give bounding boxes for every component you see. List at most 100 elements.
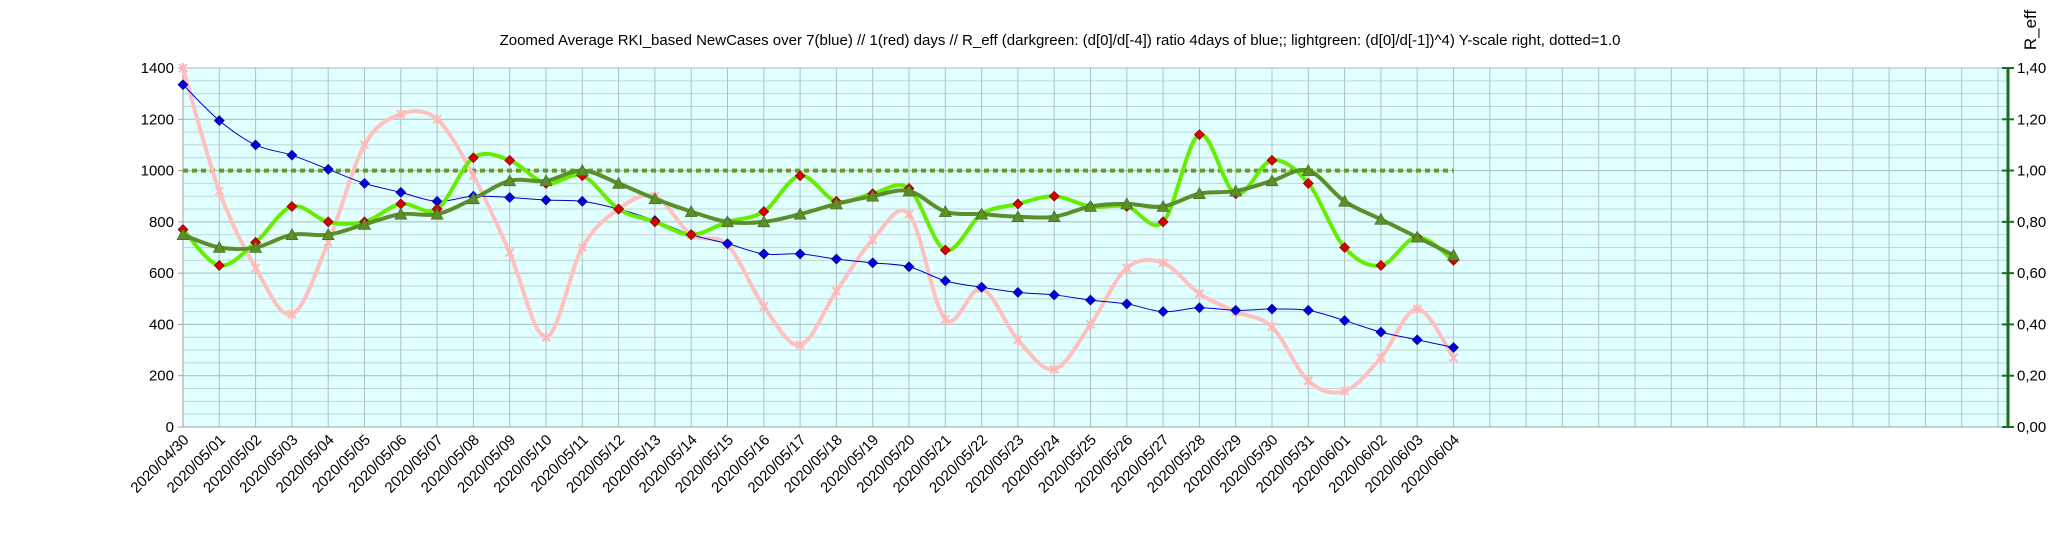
left-tick-label: 1000 bbox=[141, 163, 174, 180]
data-point bbox=[649, 216, 661, 228]
data-point bbox=[1339, 315, 1351, 327]
data-point bbox=[795, 339, 805, 350]
data-point bbox=[867, 234, 878, 245]
data-point bbox=[1374, 212, 1388, 225]
series-layer bbox=[176, 63, 1461, 397]
data-point bbox=[866, 189, 880, 202]
data-point bbox=[176, 228, 190, 240]
data-point bbox=[395, 186, 407, 198]
data-point bbox=[468, 170, 479, 181]
data-point bbox=[467, 152, 479, 164]
data-point bbox=[831, 286, 842, 297]
left-tick-label: 400 bbox=[149, 316, 174, 333]
data-point bbox=[1303, 375, 1314, 386]
data-point bbox=[902, 184, 916, 197]
data-point bbox=[213, 115, 225, 126]
data-point bbox=[214, 186, 225, 197]
data-point bbox=[685, 229, 697, 241]
data-point bbox=[793, 207, 807, 220]
data-point bbox=[1448, 352, 1459, 363]
data-point bbox=[1266, 154, 1278, 166]
data-point bbox=[975, 207, 989, 220]
data-point bbox=[1338, 194, 1352, 207]
data-point bbox=[903, 261, 915, 273]
data-point bbox=[357, 217, 372, 230]
data-point bbox=[1410, 230, 1424, 243]
data-point bbox=[613, 203, 625, 215]
data-point bbox=[1048, 289, 1060, 301]
data-point bbox=[287, 309, 297, 320]
data-point bbox=[1013, 334, 1023, 345]
data-point bbox=[466, 192, 480, 205]
data-point bbox=[540, 194, 552, 206]
data-point bbox=[829, 197, 843, 210]
data-point bbox=[177, 79, 189, 91]
data-point bbox=[249, 240, 263, 253]
data-point bbox=[396, 109, 406, 120]
data-point bbox=[250, 139, 262, 151]
data-point bbox=[867, 257, 879, 269]
data-point bbox=[722, 238, 733, 250]
data-point bbox=[286, 149, 298, 161]
data-point bbox=[539, 174, 553, 187]
data-point bbox=[1047, 210, 1061, 223]
right-tick-label: 1,20 bbox=[2017, 111, 2046, 128]
data-point bbox=[1229, 184, 1243, 197]
data-point bbox=[939, 244, 951, 256]
data-point bbox=[648, 192, 662, 205]
right-tick-label: 1,00 bbox=[2017, 163, 2046, 180]
data-point bbox=[1376, 352, 1386, 363]
data-point bbox=[940, 314, 951, 325]
data-point bbox=[322, 216, 334, 228]
data-point bbox=[1230, 304, 1242, 316]
data-point bbox=[938, 204, 952, 217]
left-tick-label: 200 bbox=[149, 368, 174, 385]
data-point bbox=[394, 207, 408, 220]
data-point bbox=[1158, 257, 1168, 268]
data-point bbox=[576, 195, 588, 207]
left-tick-label: 600 bbox=[149, 265, 174, 282]
data-point bbox=[322, 163, 334, 175]
data-point bbox=[612, 176, 626, 189]
data-point bbox=[1120, 197, 1134, 210]
data-point bbox=[1266, 303, 1278, 315]
data-point bbox=[1048, 190, 1060, 202]
data-point bbox=[1375, 260, 1387, 271]
data-point bbox=[1411, 334, 1423, 346]
data-point bbox=[286, 201, 298, 212]
data-point bbox=[794, 170, 806, 182]
data-point bbox=[794, 248, 806, 260]
data-point bbox=[1265, 174, 1279, 187]
data-point bbox=[430, 207, 444, 220]
data-point bbox=[759, 301, 769, 312]
axes bbox=[178, 67, 2014, 428]
data-point bbox=[321, 228, 335, 240]
data-point bbox=[939, 275, 951, 287]
data-point bbox=[1157, 216, 1169, 228]
data-point bbox=[285, 228, 299, 240]
right-tick-label: 0,00 bbox=[2017, 419, 2046, 436]
data-point bbox=[1156, 199, 1170, 212]
data-point bbox=[757, 215, 771, 228]
right-tick-label: 0,80 bbox=[2017, 214, 2046, 231]
data-point bbox=[1121, 298, 1133, 310]
data-point bbox=[1193, 302, 1205, 314]
data-point bbox=[1448, 342, 1459, 353]
data-point bbox=[1412, 304, 1422, 315]
data-point bbox=[1267, 321, 1277, 332]
data-point bbox=[1302, 177, 1314, 189]
data-point bbox=[1194, 288, 1205, 299]
data-point bbox=[1083, 199, 1098, 212]
data-point bbox=[541, 332, 551, 343]
chart-title: Zoomed Average RKI_based NewCases over 7… bbox=[500, 32, 1621, 49]
data-point bbox=[1339, 242, 1351, 253]
right-axis-label: R_eff bbox=[2021, 10, 2040, 51]
data-point bbox=[212, 240, 226, 253]
data-point bbox=[575, 163, 589, 176]
data-point bbox=[504, 154, 516, 166]
data-point bbox=[1122, 263, 1132, 274]
data-point bbox=[432, 114, 442, 125]
data-point bbox=[359, 139, 370, 150]
data-point bbox=[1049, 364, 1059, 375]
